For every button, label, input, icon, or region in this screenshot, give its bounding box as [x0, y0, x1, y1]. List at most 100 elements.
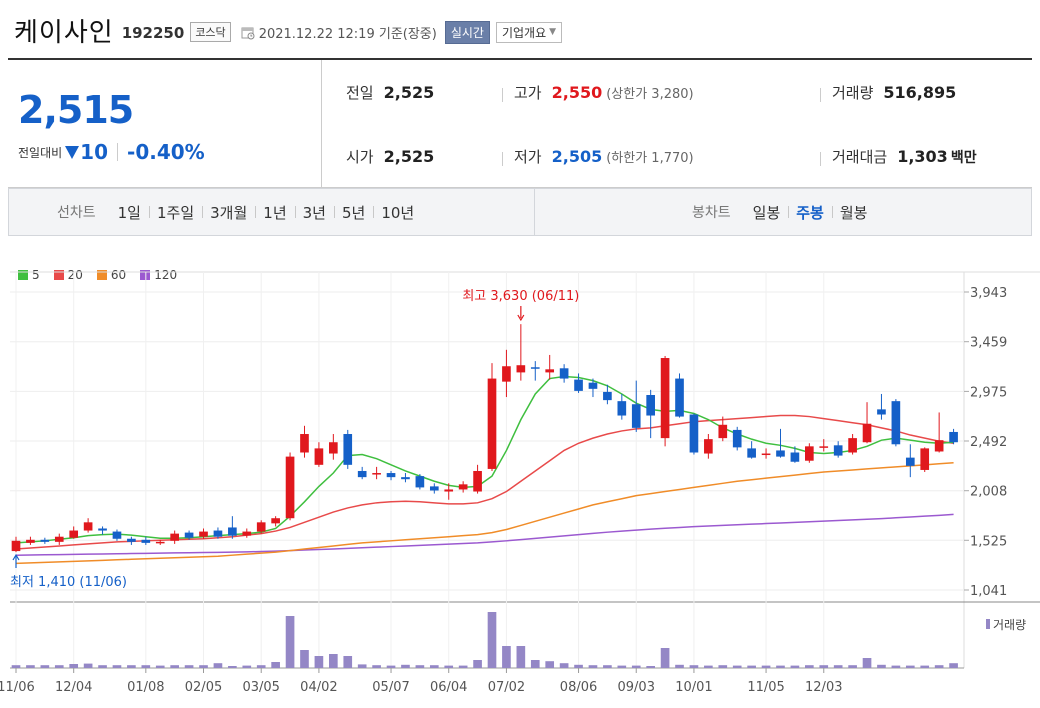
candle-body	[603, 391, 612, 401]
change-label: 전일대비	[18, 145, 63, 160]
candle-chart-label: 봉차트	[692, 205, 731, 221]
volume-bar	[574, 664, 583, 668]
y-tick-label: 2,008	[970, 485, 1007, 500]
volume-bar	[559, 663, 569, 668]
candle-body	[386, 473, 396, 478]
volume-bar	[98, 665, 107, 668]
y-tick-label: 3,943	[970, 286, 1007, 301]
high-arrow-head	[517, 314, 525, 322]
candle-body	[761, 453, 771, 456]
period-10y[interactable]: 10년	[373, 202, 422, 223]
volume-bar	[747, 665, 756, 668]
candle-body	[242, 531, 252, 536]
volume-bar	[718, 665, 728, 668]
volume-bar	[11, 665, 21, 668]
candle-body	[862, 423, 872, 443]
candle-body	[574, 379, 583, 391]
candle-weekly[interactable]: 주봉	[788, 202, 832, 223]
company-overview-dropdown[interactable]: 기업개요 ▼	[495, 21, 563, 43]
x-tick-label: 12/04	[55, 680, 92, 695]
candle-body	[415, 476, 425, 488]
line-chart-periods: 선차트 1일 1주일 3개월 1년 3년 5년 10년	[9, 189, 535, 235]
candle-body	[473, 470, 482, 492]
quote-summary: 2,515 전일대비 10 -0.40% 전일 2,525 고가 2,550 (상한가…	[8, 58, 1032, 188]
candle-body	[891, 401, 901, 445]
candle-body	[127, 538, 136, 542]
volume-bar	[530, 660, 540, 668]
candle-body	[271, 518, 280, 524]
candle-body	[141, 539, 151, 543]
period-bar: 선차트 1일 1주일 3개월 1년 3년 5년 10년 봉차트 일봉 주봉 월봉	[8, 188, 1032, 236]
current-price: 2,515	[18, 88, 134, 132]
volume-bar	[603, 665, 612, 668]
y-tick-label: 2,492	[970, 435, 1007, 450]
volume-bar	[848, 665, 857, 668]
volume-bar	[184, 665, 194, 668]
x-tick-label: 10/01	[675, 680, 712, 695]
period-1w[interactable]: 1주일	[148, 202, 202, 223]
x-tick-label: 11/06	[0, 680, 35, 695]
candle-body	[487, 378, 497, 469]
x-tick-label: 05/07	[372, 680, 409, 695]
volume-bar	[877, 664, 886, 668]
volume-stat: 거래량 516,895	[832, 83, 957, 102]
candle-body	[545, 369, 555, 373]
volume-bar	[314, 656, 324, 668]
volume-label: 거래량	[993, 618, 1026, 632]
candlestick-chart[interactable]: 3,943 3,459 2,975 2,492 2,008 1,525 1,041 11/06…	[0, 236, 1040, 708]
volume-bar	[429, 665, 439, 668]
prev-close: 전일 2,525	[346, 83, 435, 102]
stock-code: 192250	[121, 24, 185, 42]
candle-body	[112, 531, 122, 539]
volume-bar	[790, 665, 800, 668]
volume-legend-swatch	[986, 619, 990, 629]
candle-body	[458, 484, 468, 490]
candle-body	[199, 531, 208, 537]
period-3m[interactable]: 3개월	[202, 202, 255, 223]
x-tick-label: 01/08	[127, 680, 164, 695]
volume-bar	[545, 661, 555, 668]
candle-body	[401, 477, 410, 480]
volume-bar	[271, 662, 280, 668]
volume-bar	[689, 665, 699, 668]
volume-bar	[833, 665, 843, 668]
volume-bar	[285, 616, 295, 668]
candle-body	[83, 522, 93, 531]
period-5y[interactable]: 5년	[333, 202, 373, 223]
volume-bar	[588, 665, 598, 668]
x-tick-label: 11/05	[747, 680, 784, 695]
candle-body	[300, 434, 309, 453]
volume-bar	[141, 665, 151, 668]
candle-body	[805, 446, 814, 461]
candle-body	[516, 365, 526, 373]
period-3y[interactable]: 3년	[294, 202, 334, 223]
ma60-line	[15, 462, 954, 565]
ma120-line	[15, 513, 954, 556]
y-tick-label: 1,525	[970, 534, 1007, 549]
change-percent: -0.40%	[127, 140, 205, 164]
volume-bar	[776, 665, 785, 668]
volume-bar	[54, 665, 64, 668]
candle-body	[675, 378, 684, 417]
candle-body	[776, 450, 785, 457]
volume-bar	[300, 650, 309, 668]
open-price: 시가 2,525	[346, 147, 435, 166]
candle-monthly[interactable]: 월봉	[831, 202, 876, 223]
period-1d[interactable]: 1일	[117, 203, 141, 222]
volume-bar	[631, 665, 641, 668]
volume-bar	[516, 646, 526, 668]
period-1y[interactable]: 1년	[255, 202, 294, 223]
candle-body	[372, 473, 381, 475]
realtime-button[interactable]: 실시간	[444, 20, 490, 44]
y-tick-label: 2,975	[970, 385, 1007, 400]
volume-bar	[819, 665, 829, 668]
volume-bar	[934, 665, 944, 668]
candle-body	[170, 533, 179, 541]
volume-bar	[112, 665, 122, 668]
down-arrow-icon	[65, 145, 80, 159]
candle-daily[interactable]: 일봉	[752, 203, 781, 222]
volume-bar	[704, 665, 713, 668]
volume-bar	[487, 612, 497, 668]
volume-bar	[401, 664, 410, 668]
high-note: 최고 3,630 (06/11)	[462, 289, 579, 304]
